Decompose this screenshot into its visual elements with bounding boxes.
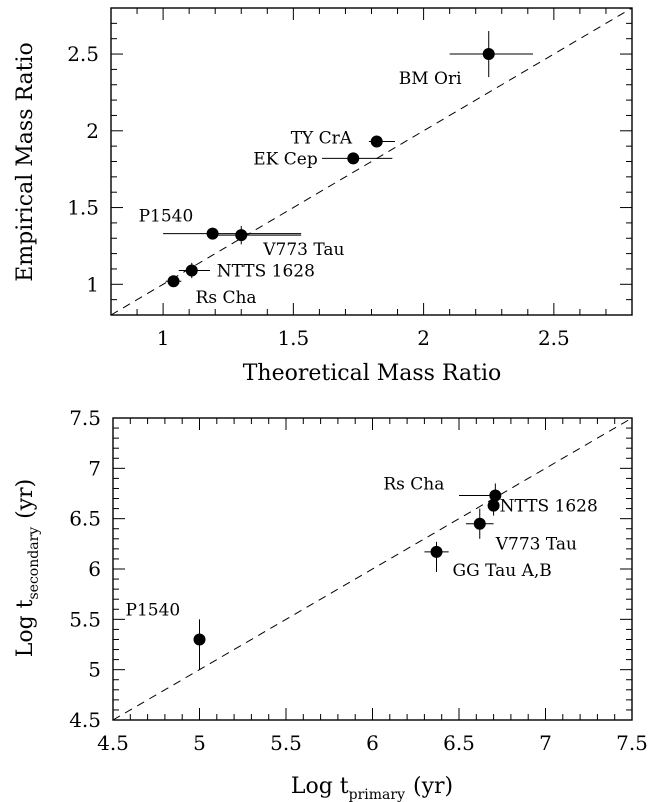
y-tick-label: 1 (86, 272, 99, 296)
x-tick-label: 6 (366, 731, 379, 755)
point-label: TY CrA (291, 129, 353, 149)
point-label: BM Ori (399, 69, 462, 89)
y-tick-label: 5 (88, 658, 101, 682)
data-point: EK Cep (253, 149, 393, 169)
x-tick-label: 1 (157, 326, 170, 350)
point-marker (487, 499, 500, 512)
one-to-one-line (112, 417, 633, 721)
x-tick-label: 7 (539, 731, 552, 755)
one-to-one-line (110, 7, 633, 316)
point-marker (167, 275, 180, 288)
x-tick-label: 1.5 (277, 326, 309, 350)
data-point: NTTS 1628 (487, 495, 598, 517)
data-point: Rs Cha (383, 475, 502, 508)
x-axis-label-unit: (yr) (413, 774, 453, 799)
x-axis-label-sub: primary (349, 787, 405, 802)
y-tick-label: 5.5 (69, 607, 101, 631)
x-tick-label: 4.5 (97, 731, 129, 755)
y-tick-label: 2 (86, 119, 99, 143)
point-marker (235, 229, 248, 242)
point-marker (482, 48, 495, 61)
point-label: Rs Cha (196, 288, 257, 308)
point-label: NTTS 1628 (217, 261, 315, 281)
y-tick-label: 7.5 (69, 406, 101, 430)
data-point: TY CrA (291, 129, 395, 149)
y-tick-label: 1.5 (67, 196, 99, 220)
point-label: P1540 (126, 600, 181, 620)
data-point: V773 Tau (465, 508, 577, 555)
point-marker (430, 545, 443, 558)
point-label: V773 Tau (495, 535, 577, 555)
y-axis-label: Empirical Mass Ratio (13, 42, 38, 282)
y-tick-label: 6.5 (69, 507, 101, 531)
x-axis-label: Log tprimary (yr) (291, 774, 453, 802)
point-marker (206, 227, 219, 240)
x-tick-label: 7.5 (616, 731, 648, 755)
point-label: NTTS 1628 (500, 497, 598, 517)
point-label: P1540 (139, 207, 194, 227)
y-axis-label-unit: (yr) (13, 479, 38, 519)
y-tick-label: 2.5 (67, 42, 99, 66)
point-label: GG Tau A,B (453, 561, 552, 581)
point-marker (185, 264, 198, 277)
point-marker (489, 489, 502, 502)
x-tick-label: 5.5 (270, 731, 302, 755)
data-point: GG Tau A,B (424, 541, 552, 581)
y-axis-label-sub: secondary (26, 527, 42, 600)
y-tick-label: 7 (88, 456, 101, 480)
x-tick-label: 2.5 (538, 326, 570, 350)
x-tick-label: 6.5 (443, 731, 475, 755)
y-tick-label: 4.5 (69, 708, 101, 732)
age-chart: 4.5 5 5.5 6 6.5 7 7.5 4.5 5 5.5 6 6.5 7 7.5 Rs Cha NTTS… (13, 406, 648, 802)
point-marker (347, 152, 360, 165)
y-axis-label-main: Log t (13, 599, 38, 657)
y-tick-label: 6 (88, 557, 101, 581)
data-point: P1540 (139, 207, 302, 240)
x-axis-label-main: Log t (291, 774, 349, 799)
x-axis-label: Theoretical Mass Ratio (243, 361, 502, 386)
y-axis-label: Log tsecondary (yr) (13, 479, 42, 658)
point-marker (370, 135, 383, 148)
point-marker (193, 633, 206, 646)
x-tick-label: 2 (417, 326, 430, 350)
point-label: Rs Cha (383, 475, 444, 495)
data-point: Rs Cha (165, 275, 257, 308)
data-point: BM Ori (399, 31, 534, 89)
data-point: V773 Tau (217, 225, 345, 260)
point-marker (473, 517, 486, 530)
data-point: P1540 (126, 600, 206, 670)
data-point: NTTS 1628 (178, 261, 315, 281)
point-label: V773 Tau (262, 240, 344, 260)
point-label: EK Cep (253, 149, 318, 169)
x-tick-label: 5 (193, 731, 206, 755)
